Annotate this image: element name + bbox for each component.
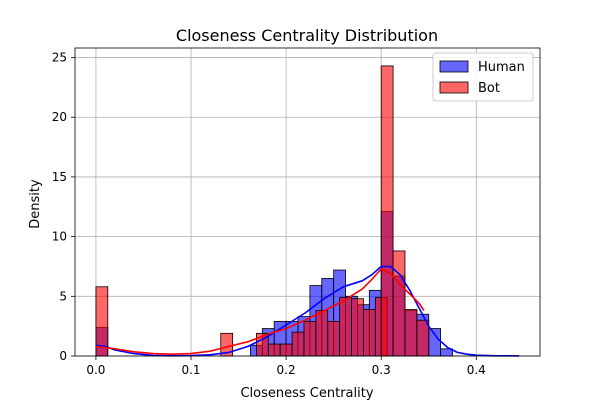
legend: Human Bot — [432, 52, 534, 102]
x-tick-label-0: 0.0 — [86, 363, 105, 377]
bot-bar-6 — [303, 320, 317, 357]
plot-frame — [74, 47, 541, 357]
x-axis-ticks: 0.0 0.1 0.2 0.3 0.4 — [86, 356, 486, 377]
bot-bar-8 — [327, 320, 341, 357]
bot-bar-5 — [291, 331, 305, 357]
bot-bar-4 — [279, 343, 293, 357]
human-bar-16 — [428, 328, 442, 357]
chart-title: Closeness Centrality Distribution — [176, 26, 438, 45]
y-tick-label-3: 15 — [52, 170, 67, 184]
x-tick-label-1: 0.1 — [181, 363, 200, 377]
bot-bar-7 — [315, 310, 329, 357]
x-tick-label-2: 0.2 — [277, 363, 296, 377]
bot-bar-9 — [339, 297, 352, 357]
y-tick-label-0: 0 — [59, 349, 67, 363]
bot-bars — [95, 65, 430, 357]
bot-bar-16 — [416, 319, 430, 357]
bot-bar-3 — [267, 343, 281, 357]
legend-swatch-human — [439, 60, 469, 73]
y-axis-ticks: 0 5 10 15 20 25 — [52, 51, 75, 363]
legend-label-human: Human — [478, 60, 525, 75]
x-tick-label-3: 0.3 — [372, 363, 391, 377]
y-tick-label-1: 5 — [59, 289, 67, 303]
bot-bar-11 — [363, 309, 376, 357]
y-tick-label-4: 20 — [52, 110, 67, 124]
y-tick-label-2: 10 — [52, 230, 67, 244]
bot-bar-14 — [392, 250, 406, 357]
x-tick-label-4: 0.4 — [467, 363, 486, 377]
y-axis-label: Density — [28, 179, 43, 229]
legend-label-bot: Bot — [478, 81, 500, 96]
bot-bar-10 — [351, 298, 364, 357]
y-tick-label-5: 25 — [52, 51, 67, 65]
bot-bar-13 — [380, 65, 394, 357]
bot-kde-line — [95, 268, 425, 356]
legend-swatch-bot — [439, 81, 469, 94]
bot-bar-15 — [404, 309, 418, 357]
x-axis-label: Closeness Centrality — [240, 386, 373, 400]
